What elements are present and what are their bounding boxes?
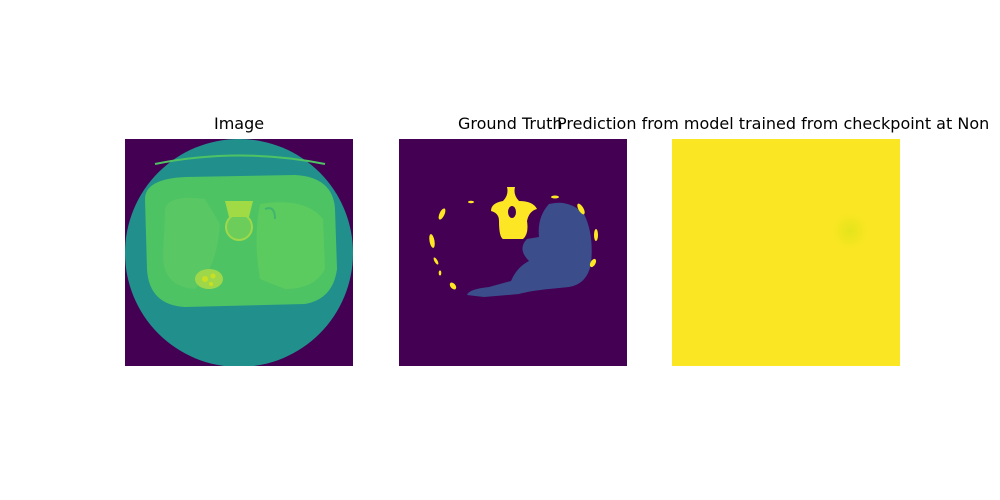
image-panel-title: Image [214, 114, 265, 133]
ct-image-panel [125, 139, 353, 366]
ground-truth-panel-title: Ground Truth [458, 114, 563, 133]
prediction-panel [672, 139, 900, 366]
prediction-panel-title: Prediction from model trained from check… [557, 114, 990, 133]
ground-truth-panel [399, 139, 627, 366]
